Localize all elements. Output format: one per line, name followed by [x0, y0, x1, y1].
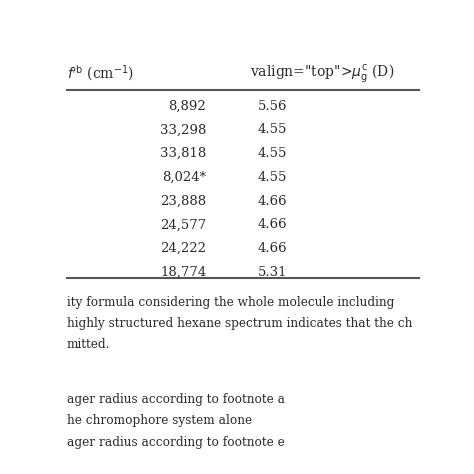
Text: mitted.: mitted. [66, 338, 110, 351]
Text: highly structured hexane spectrum indicates that the ch: highly structured hexane spectrum indica… [66, 317, 412, 330]
Text: 4.55: 4.55 [258, 123, 287, 137]
Text: 24,222: 24,222 [160, 242, 206, 255]
Text: 33,298: 33,298 [160, 123, 206, 137]
Text: 5.31: 5.31 [258, 266, 287, 279]
Text: $f^{\prime\mathrm{b}}$ (cm$^{-1}$): $f^{\prime\mathrm{b}}$ (cm$^{-1}$) [66, 64, 134, 83]
Text: ager radius according to footnote e: ager radius according to footnote e [66, 436, 284, 449]
Text: 8,024*: 8,024* [162, 171, 206, 184]
Text: 23,888: 23,888 [160, 194, 206, 208]
Text: ager radius according to footnote a: ager radius according to footnote a [66, 393, 284, 406]
Text: 4.66: 4.66 [258, 194, 287, 208]
Text: 4.66: 4.66 [258, 218, 287, 231]
Text: 5.56: 5.56 [258, 100, 287, 113]
Text: 24,577: 24,577 [160, 218, 206, 231]
Text: 4.66: 4.66 [258, 242, 287, 255]
Text: he chromophore system alone: he chromophore system alone [66, 414, 252, 428]
Text: ity formula considering the whole molecule including: ity formula considering the whole molecu… [66, 296, 394, 309]
Text: 18,774: 18,774 [160, 266, 206, 279]
Text: 4.55: 4.55 [258, 171, 287, 184]
Text: 4.55: 4.55 [258, 147, 287, 160]
Text: valign="top">$\mu_\mathrm{g}^\mathrm{c}$ (D): valign="top">$\mu_\mathrm{g}^\mathrm{c}$… [250, 63, 394, 84]
Text: 33,818: 33,818 [160, 147, 206, 160]
Text: 8,892: 8,892 [168, 100, 206, 113]
